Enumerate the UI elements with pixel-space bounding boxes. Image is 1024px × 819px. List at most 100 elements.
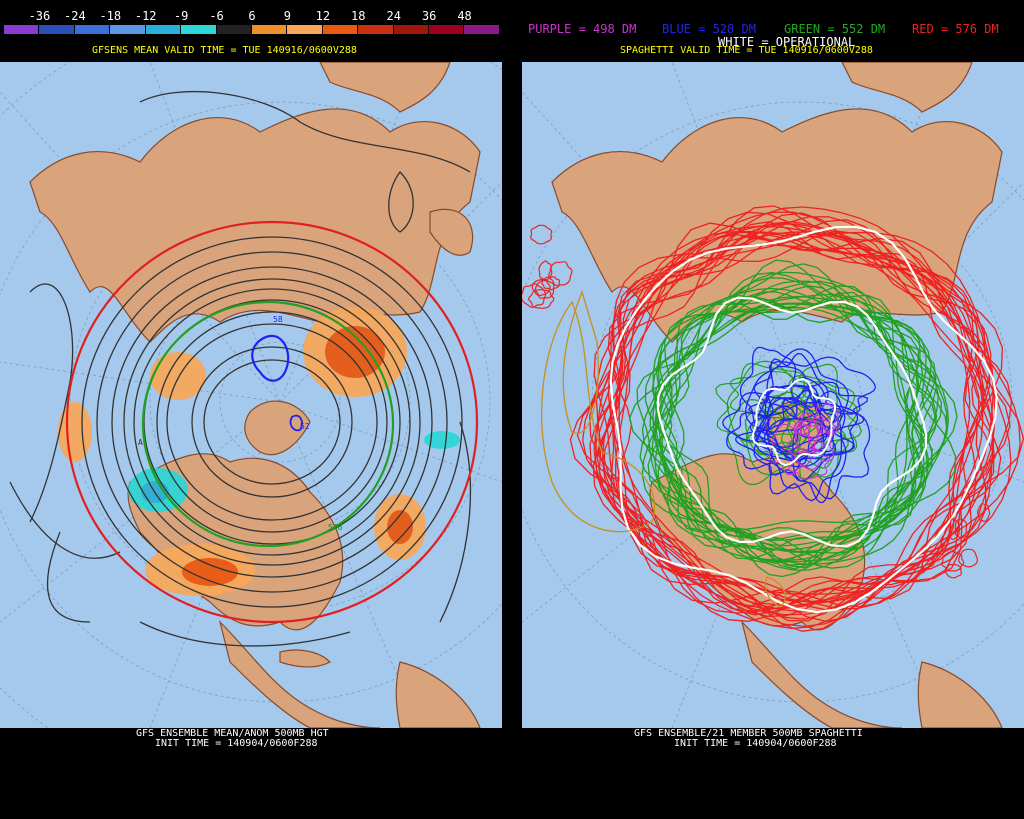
greenland bbox=[244, 400, 311, 456]
ensemble-mean-map: 52 58 546 A bbox=[0, 62, 502, 728]
colorbar-tick-label: -9 bbox=[173, 9, 189, 23]
colorbar-tick-label: 9 bbox=[283, 9, 292, 23]
colorbar-swatch bbox=[145, 25, 182, 34]
red-member-contour bbox=[954, 518, 968, 539]
central-america bbox=[218, 620, 381, 728]
red-member-contour bbox=[977, 503, 991, 523]
colorbar-tick-label: 6 bbox=[248, 9, 256, 23]
purple-member-contour bbox=[786, 423, 835, 471]
legend-purple: PURPLE = 498 DM bbox=[528, 22, 637, 36]
legend-red: RED = 576 DM bbox=[912, 22, 999, 36]
purple-member-contour bbox=[813, 402, 841, 435]
positive-anomaly-core bbox=[387, 510, 413, 544]
mean-valid-time-title: GFSENS MEAN VALID TIME = TUE 140916/0600… bbox=[92, 45, 357, 56]
colorbar-swatch bbox=[287, 25, 323, 34]
blue-member-contour bbox=[764, 390, 871, 500]
legend-blue: BLUE = 528 DM bbox=[662, 22, 756, 36]
japan bbox=[429, 208, 474, 256]
eurasia bbox=[29, 108, 481, 343]
red-member-contour bbox=[528, 289, 555, 309]
africa-north bbox=[319, 62, 451, 113]
positive-anomaly bbox=[58, 402, 92, 462]
spaghetti-contours bbox=[522, 205, 1024, 632]
colorbar-swatch bbox=[4, 25, 40, 34]
gold-contours bbox=[540, 290, 786, 608]
central-america bbox=[740, 620, 903, 728]
red-member-contour bbox=[589, 233, 985, 618]
red-member-contour bbox=[958, 548, 979, 568]
spaghetti-valid-time-title: SPAGHETTI VALID TIME = TUE 140916/0600V2… bbox=[620, 45, 873, 56]
south-america bbox=[395, 661, 481, 728]
red-member-contour bbox=[522, 283, 547, 308]
green-member-contour bbox=[668, 285, 924, 578]
blue-member-contour bbox=[756, 365, 822, 453]
green-member-contour bbox=[760, 375, 862, 460]
green-member-contour bbox=[729, 370, 812, 419]
colorbar-tick-label: 18 bbox=[351, 9, 366, 23]
red-member-contour bbox=[941, 551, 965, 572]
blue-member-contour bbox=[739, 346, 798, 435]
colorbar-tick-label: -18 bbox=[99, 9, 122, 23]
contour-label: A bbox=[138, 438, 143, 447]
colorbar-swatch bbox=[251, 25, 288, 34]
red-member-contour bbox=[538, 260, 553, 282]
purple-member-contour bbox=[796, 419, 831, 454]
colorbar-tick-label: 24 bbox=[386, 9, 401, 23]
red-member-contour bbox=[944, 563, 962, 579]
red-member-contour bbox=[582, 233, 1013, 608]
colorbar-swatch bbox=[181, 25, 217, 34]
red-member-contour bbox=[534, 278, 555, 299]
blue-member-contour bbox=[792, 392, 843, 504]
colorbar-tick-label: -36 bbox=[28, 9, 51, 23]
colorbar-swatch bbox=[429, 25, 465, 34]
contour-label: 546 bbox=[328, 523, 343, 532]
green-member-contour bbox=[655, 263, 923, 564]
red-576dm-contour bbox=[65, 220, 479, 624]
colorbar-swatch bbox=[216, 25, 252, 34]
legend-green: GREEN = 552 DM bbox=[784, 22, 886, 36]
colorbar-swatch bbox=[322, 25, 359, 34]
positive-anomaly-core bbox=[182, 558, 238, 586]
red-member-contour bbox=[601, 225, 1012, 610]
green-552dm-contour bbox=[141, 300, 395, 548]
operational-552-contour bbox=[656, 296, 928, 548]
red-member-contour bbox=[548, 261, 573, 287]
south-america bbox=[917, 661, 1003, 728]
blue-member-contour bbox=[747, 381, 868, 439]
green-member-contour bbox=[652, 277, 908, 530]
green-member-contour bbox=[649, 291, 938, 570]
blue-528dm-contour bbox=[251, 334, 290, 382]
red-member-contour bbox=[613, 231, 984, 610]
blue-member-contour bbox=[735, 418, 855, 468]
spaghetti-panel: PURPLE = 498 DM BLUE = 528 DM GREEN = 55… bbox=[522, 0, 1024, 819]
green-member-contour bbox=[654, 272, 950, 569]
colorbar-swatch bbox=[74, 25, 111, 34]
green-member-contour bbox=[636, 299, 938, 566]
colorbar-swatch bbox=[39, 25, 75, 34]
red-member-contour bbox=[531, 278, 551, 297]
colorbar-swatch bbox=[393, 25, 430, 34]
colorbar-tick-label: 12 bbox=[315, 9, 331, 23]
green-member-contour bbox=[783, 399, 849, 482]
colorbar-tick-label: -12 bbox=[134, 9, 157, 23]
colorbar-swatch bbox=[110, 25, 146, 34]
colorbar-tick-label: 48 bbox=[457, 9, 472, 23]
contour-label: 58 bbox=[273, 315, 283, 324]
anomaly-shading bbox=[58, 307, 460, 596]
mean-footer-title: GFS ENSEMBLE MEAN/ANOM 500MB HGT bbox=[136, 728, 329, 739]
mean-footer-init: INIT TIME = 140904/0600F288 bbox=[155, 738, 318, 749]
colorbar-swatch bbox=[358, 25, 394, 34]
colorbar-tick-label: -6 bbox=[209, 9, 224, 23]
red-member-contour bbox=[593, 218, 984, 622]
africa-north bbox=[841, 62, 973, 113]
negative-anomaly bbox=[424, 431, 460, 449]
purple-member-contour bbox=[768, 423, 815, 476]
blue-528dm-contour-small bbox=[289, 414, 303, 432]
ensemble-mean-panel: -36 -24 -18 -12 -9 -6 6 9 12 18 24 36 48 GFSENS MEAN… bbox=[0, 0, 502, 819]
red-member-contour bbox=[530, 224, 553, 245]
colorbar-swatch bbox=[464, 25, 500, 34]
blue-member-contour bbox=[745, 348, 849, 460]
red-member-contour bbox=[618, 222, 994, 623]
panel-divider bbox=[502, 0, 522, 819]
legend-operational: WHITE = OPERATIONAL bbox=[718, 35, 856, 49]
